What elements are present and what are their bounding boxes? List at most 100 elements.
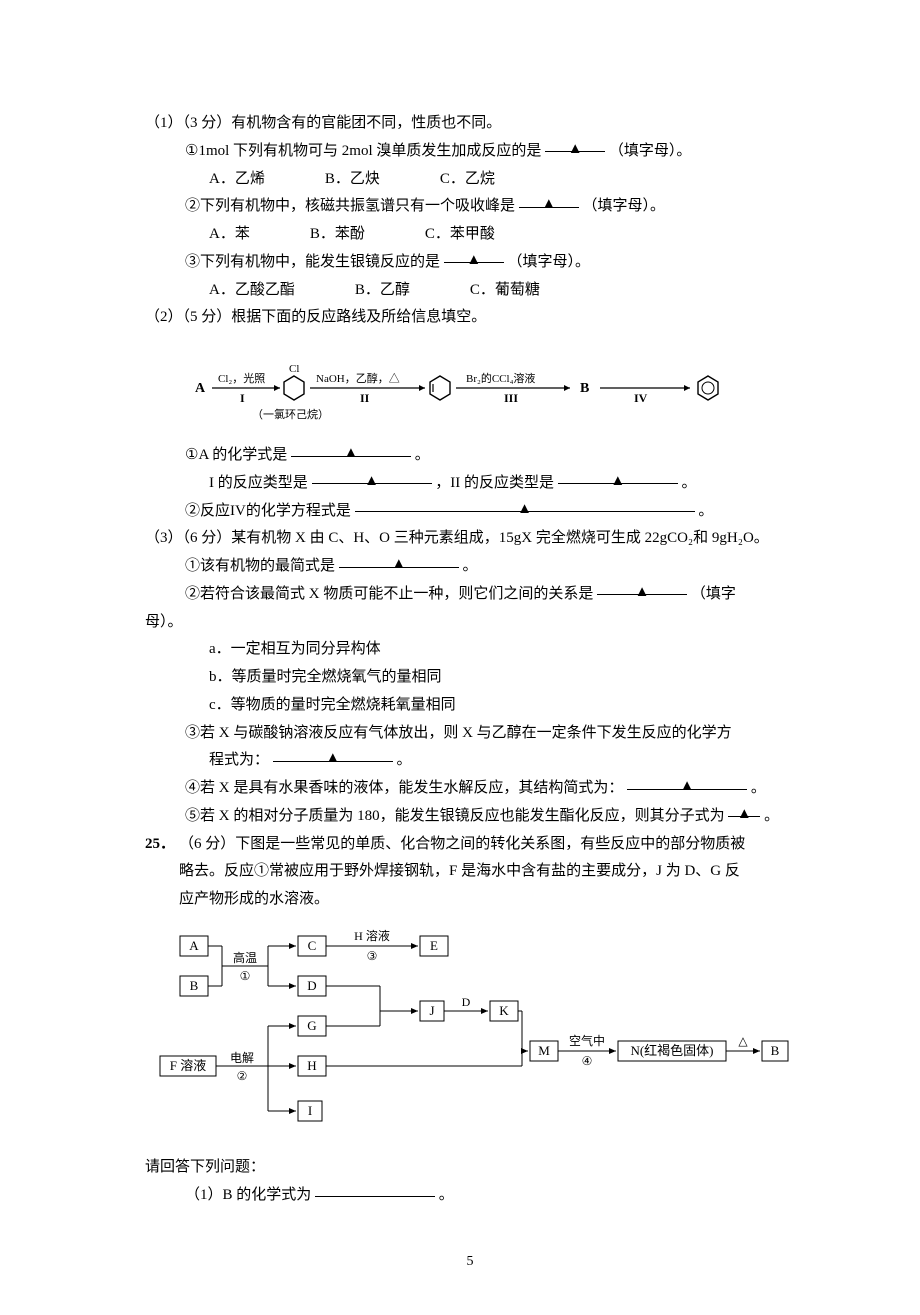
node-B: B xyxy=(580,381,589,396)
q24-p2-header: （2）（5 分）根据下面的反应路线及所给信息填空。 xyxy=(145,304,795,332)
q24-p3-q2c: 母）。 xyxy=(145,609,795,637)
svg-text:①: ① xyxy=(240,969,251,983)
svg-text:④: ④ xyxy=(582,1054,593,1068)
q24-p3-q1: ①该有机物的最简式是 ▲ 。 xyxy=(145,553,795,581)
q24-p1-sub3-opts: A．乙酸乙酯 B．乙醇 C．葡萄糖 xyxy=(145,277,795,305)
q24-p1-sub3: ③下列有机物中，能发生银镜反应的是 ▲ （填字母）。 xyxy=(145,249,795,277)
q24-p3-q3c: 。 xyxy=(397,752,412,768)
blank-marker: ▲ xyxy=(558,468,678,485)
svg-text:A: A xyxy=(189,938,199,953)
opt-b: B．苯酚 xyxy=(310,221,365,249)
opt-a: A．乙酸乙酯 xyxy=(209,277,295,305)
q24-p1-sub2: ②下列有机物中，核磁共振氢谱只有一个吸收峰是 ▲ （填字母）。 xyxy=(145,193,795,221)
svg-text:I: I xyxy=(308,1103,312,1118)
q24-p3-q3b: 程式为： ▲ 。 xyxy=(145,747,795,775)
opt-b: B．乙醇 xyxy=(355,277,410,305)
q24-p2-q1-tail: 。 xyxy=(415,447,430,463)
opt-c: C．葡萄糖 xyxy=(470,277,540,305)
q24-p3-q1-tail: 。 xyxy=(463,558,478,574)
blank-marker: ▲ xyxy=(728,801,760,818)
q25-header-a: （6 分）下图是一些常见的单质、化合物之间的转化关系图，有些反应中的部分物质被 xyxy=(179,831,795,859)
hexagon-1-icon: Cl xyxy=(284,363,304,400)
svg-text:③: ③ xyxy=(367,949,378,963)
svg-text:E: E xyxy=(430,938,438,953)
svg-text:C: C xyxy=(308,938,317,953)
q24-p1-sub1-opts: A．乙烯 B．乙炔 C．乙烷 xyxy=(145,166,795,194)
svg-text:H 溶液: H 溶液 xyxy=(354,928,390,943)
opt-c: C．乙烷 xyxy=(440,166,495,194)
blank-marker: ▲ xyxy=(597,579,687,596)
q24-p3-q2a: ②若符合该最简式 X 物质可能不止一种，则它们之间的关系是 xyxy=(185,586,593,602)
hexagon-2-icon xyxy=(430,376,450,400)
q24-p1-sub1: ①1mol 下列有机物可与 2mol 溴单质发生加成反应的是 ▲ （填字母）。 xyxy=(145,138,795,166)
opt-a: A．乙烯 xyxy=(209,166,265,194)
hex1-top: Cl xyxy=(289,363,299,375)
q25-q1a: （1）B 的化学式为 xyxy=(185,1187,311,1203)
blank-marker: ▲ xyxy=(355,496,695,513)
q25: 25． （6 分）下图是一些常见的单质、化合物之间的转化关系图，有些反应中的部分… xyxy=(145,831,795,914)
page-number: 5 xyxy=(145,1249,795,1275)
svg-text:N(红褐色固体): N(红褐色固体) xyxy=(630,1043,713,1058)
q24-p3-q5b: 。 xyxy=(764,808,779,824)
node-A: A xyxy=(195,381,206,396)
q25-tail: 请回答下列问题： xyxy=(145,1154,795,1182)
q24-p1-sub2-prompt-a: ②下列有机物中，核磁共振氢谱只有一个吸收峰是 xyxy=(185,198,515,214)
blank-marker: ▲ xyxy=(339,551,459,568)
svg-text:空气中: 空气中 xyxy=(569,1033,605,1048)
blank-marker: ▲ xyxy=(291,440,411,457)
benzene-icon xyxy=(698,376,718,400)
q24-p3-q2b: （填字 xyxy=(691,586,736,602)
q24-p3-header: （3）（6 分）某有机物 X 由 C、H、O 三种元素组成，15gX 完全燃烧可… xyxy=(145,525,795,553)
arrow-2: NaOH，乙醇，△ II xyxy=(310,371,425,405)
label-step2-bot: II xyxy=(360,391,370,405)
q24-p3-opt-b: b．等质量时完全燃烧氧气的量相同 xyxy=(145,664,795,692)
svg-text:D: D xyxy=(307,978,316,993)
q25-diagram: ABCDEGF 溶液HIJKMN(红褐色固体)B高温①H 溶液③电解②D空气中④… xyxy=(145,926,795,1136)
label-step4-bot: IV xyxy=(634,391,648,405)
svg-text:②: ② xyxy=(237,1069,248,1083)
blank-marker: ▲ xyxy=(627,773,747,790)
svg-text:B: B xyxy=(190,978,199,993)
opt-a: A．苯 xyxy=(209,221,250,249)
svg-text:H: H xyxy=(307,1058,316,1073)
label-step1-bot: I xyxy=(240,391,245,405)
arrow-1: Cl₂，光照 I xyxy=(212,371,280,405)
q24-p2-diagram: A Cl₂，光照 I Cl （一氯环己烷） NaOH，乙醇，△ II xyxy=(145,344,795,424)
q25-header-c: 应产物形成的水溶液。 xyxy=(179,886,795,914)
label-step2-top: NaOH，乙醇，△ xyxy=(316,371,400,385)
q24-p2-q1: ①A 的化学式是 ▲ 。 xyxy=(145,442,795,470)
q24-p3-q2: ②若符合该最简式 X 物质可能不止一种，则它们之间的关系是 ▲ （填字 xyxy=(145,581,795,609)
q25-q1b: 。 xyxy=(439,1187,454,1203)
q24-p3-q3b-text: 程式为： xyxy=(209,752,269,768)
label-step1-top: Cl₂，光照 xyxy=(218,371,265,385)
blank-marker: ▲ xyxy=(519,191,579,208)
q25-header-b: 略去。反应①常被应用于野外焊接钢轨，F 是海水中含有盐的主要成分，J 为 D、G… xyxy=(179,858,795,886)
blank-marker: ▲ xyxy=(273,745,393,762)
q24-p1-sub3-prompt-b: （填字母）。 xyxy=(508,254,591,270)
q24-p2-q3-text: ②反应IV的化学方程式是 xyxy=(185,503,351,519)
svg-text:D: D xyxy=(462,995,471,1009)
q24-p1-sub1-prompt-a: ①1mol 下列有机物可与 2mol 溴单质发生加成反应的是 xyxy=(185,143,541,159)
blank-marker: ▲ xyxy=(545,136,605,153)
q24-p2-q3: ②反应IV的化学方程式是 ▲ 。 xyxy=(145,498,795,526)
q24-p2-q2c: 。 xyxy=(682,475,697,491)
svg-text:F 溶液: F 溶液 xyxy=(170,1058,206,1073)
q24-p3-opt-c: c．等物质的量时完全燃烧耗氧量相同 xyxy=(145,692,795,720)
svg-text:M: M xyxy=(538,1043,550,1058)
q24-p3-q4a: ④若 X 是具有水果香味的液体，能发生水解反应，其结构简式为： xyxy=(185,780,623,796)
svg-text:K: K xyxy=(499,1003,509,1018)
q24-p3-q3a: ③若 X 与碳酸钠溶液反应有气体放出，则 X 与乙醇在一定条件下发生反应的化学方 xyxy=(145,720,795,748)
q24-p3-q4b: 。 xyxy=(751,780,766,796)
hex1-bottom: （一氯环己烷） xyxy=(252,407,329,421)
q24-p2-q2a: I 的反应类型是 xyxy=(209,475,308,491)
blank xyxy=(315,1180,435,1197)
label-step3-bot: III xyxy=(504,391,518,405)
q24-p3-q5a: ⑤若 X 的相对分子质量为 180，能发生银镜反应也能发生酯化反应，则其分子式为 xyxy=(185,808,725,824)
q24-p3-q4: ④若 X 是具有水果香味的液体，能发生水解反应，其结构简式为： ▲ 。 xyxy=(145,775,795,803)
opt-c: C．苯甲酸 xyxy=(425,221,495,249)
blank-marker: ▲ xyxy=(444,247,504,264)
blank-marker: ▲ xyxy=(312,468,432,485)
svg-text:电解: 电解 xyxy=(230,1051,254,1065)
arrow-3: Br₂的CCl₄溶液 III xyxy=(456,371,570,405)
q25-number: 25． xyxy=(145,831,179,859)
